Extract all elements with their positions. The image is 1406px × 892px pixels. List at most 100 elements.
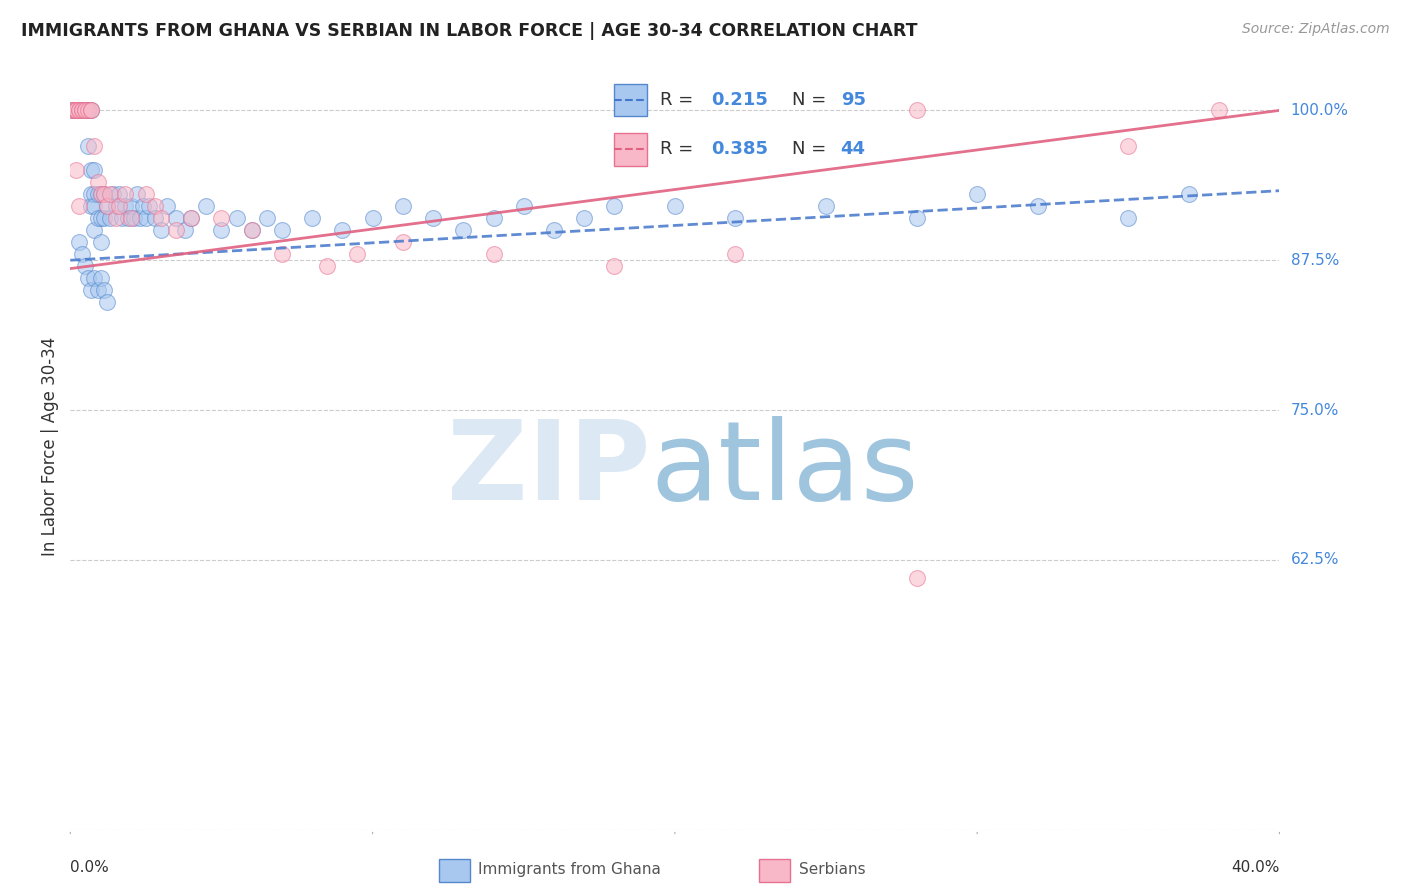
Point [93,187,115,202]
Point [150,223,172,237]
Point [86,175,108,189]
Point [1116,211,1139,226]
Point [77,139,100,153]
Point [135,211,157,226]
Point [62,103,84,118]
Point [65,103,87,118]
Point [815,199,838,213]
Text: R =: R = [659,141,699,159]
Point [75,103,97,118]
Point [107,187,129,202]
Point [65,103,87,118]
Text: 87.5%: 87.5% [1291,252,1339,268]
Point [72,103,94,118]
Point [211,223,233,237]
Point [143,211,166,226]
Point [62,103,84,118]
Point [104,211,127,226]
Point [67,103,90,118]
Point [75,259,97,273]
Point [77,103,100,118]
Point [603,259,626,273]
Point [93,211,115,226]
Point [1178,187,1201,202]
Point [225,211,247,226]
Point [114,199,136,213]
Point [905,571,928,585]
Point [83,187,105,202]
Point [72,103,94,118]
FancyBboxPatch shape [614,134,647,166]
Point [905,103,928,118]
Point [107,199,129,213]
Point [543,223,565,237]
Point [603,199,626,213]
Text: Immigrants from Ghana: Immigrants from Ghana [478,863,661,877]
Point [132,199,155,213]
Point [120,211,142,226]
Point [75,103,97,118]
Point [482,211,505,226]
Point [346,247,368,261]
Point [391,199,415,213]
Point [67,103,90,118]
Point [83,139,105,153]
Point [90,235,111,250]
Point [72,103,94,118]
Text: 40.0%: 40.0% [1232,860,1279,875]
Point [482,247,505,261]
Point [240,223,263,237]
Point [90,211,111,226]
Point [422,211,444,226]
Point [332,223,354,237]
Point [67,103,90,118]
Point [80,163,103,178]
Point [135,187,157,202]
Point [65,103,87,118]
Point [574,211,596,226]
Point [83,199,105,213]
Point [240,223,263,237]
Point [65,163,87,178]
Point [65,103,87,118]
FancyBboxPatch shape [759,859,790,882]
Text: atlas: atlas [651,416,920,523]
Point [120,199,142,213]
Point [966,187,988,202]
Point [67,103,90,118]
Point [83,271,105,285]
Point [80,199,103,213]
Text: R =: R = [659,91,699,109]
Text: 0.0%: 0.0% [70,860,110,875]
Point [72,103,94,118]
Point [117,211,139,226]
Point [93,283,115,297]
Point [211,211,233,226]
Point [80,283,103,297]
Point [62,103,84,118]
Point [98,211,121,226]
Point [138,199,160,213]
Point [1026,199,1049,213]
Point [75,103,97,118]
Point [270,247,294,261]
Point [72,103,94,118]
Point [391,235,415,250]
Point [104,199,127,213]
Text: N =: N = [792,91,832,109]
Point [65,103,87,118]
Text: N =: N = [792,141,832,159]
Point [724,247,747,261]
Point [80,103,103,118]
Point [77,271,100,285]
Point [143,199,166,213]
Point [1208,103,1230,118]
Text: 62.5%: 62.5% [1291,552,1339,567]
Point [67,103,90,118]
Point [86,211,108,226]
Point [90,187,111,202]
Point [83,163,105,178]
Point [98,187,121,202]
Point [122,211,145,226]
Point [270,223,294,237]
